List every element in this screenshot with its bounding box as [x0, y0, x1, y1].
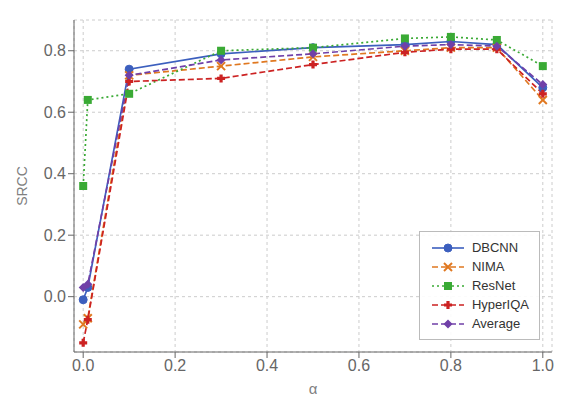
html-text:ResNet: ResNet: [471, 278, 516, 293]
html-text:HyperIQA: HyperIQA: [471, 297, 529, 312]
svg-text:0.8: 0.8: [440, 357, 462, 374]
html-text:NIMA: NIMA: [471, 259, 505, 274]
html-text:DBCNN: DBCNN: [471, 240, 519, 255]
svg-text:α: α: [309, 380, 318, 397]
html-text:Average: Average: [471, 316, 521, 331]
svg-text:0.6: 0.6: [44, 104, 66, 121]
svg-text:1.0: 1.0: [532, 357, 554, 374]
svg-text:0.0: 0.0: [44, 288, 66, 305]
svg-text:0.4: 0.4: [44, 165, 66, 182]
svg-text:0.2: 0.2: [164, 357, 186, 374]
svg-text:0.6: 0.6: [348, 357, 370, 374]
svg-text:SRCC: SRCC: [14, 166, 30, 206]
svg-text:0.4: 0.4: [256, 357, 278, 374]
svg-text:0.2: 0.2: [44, 227, 66, 244]
svg-text:0.8: 0.8: [44, 42, 66, 59]
svg-text:0.0: 0.0: [72, 357, 94, 374]
